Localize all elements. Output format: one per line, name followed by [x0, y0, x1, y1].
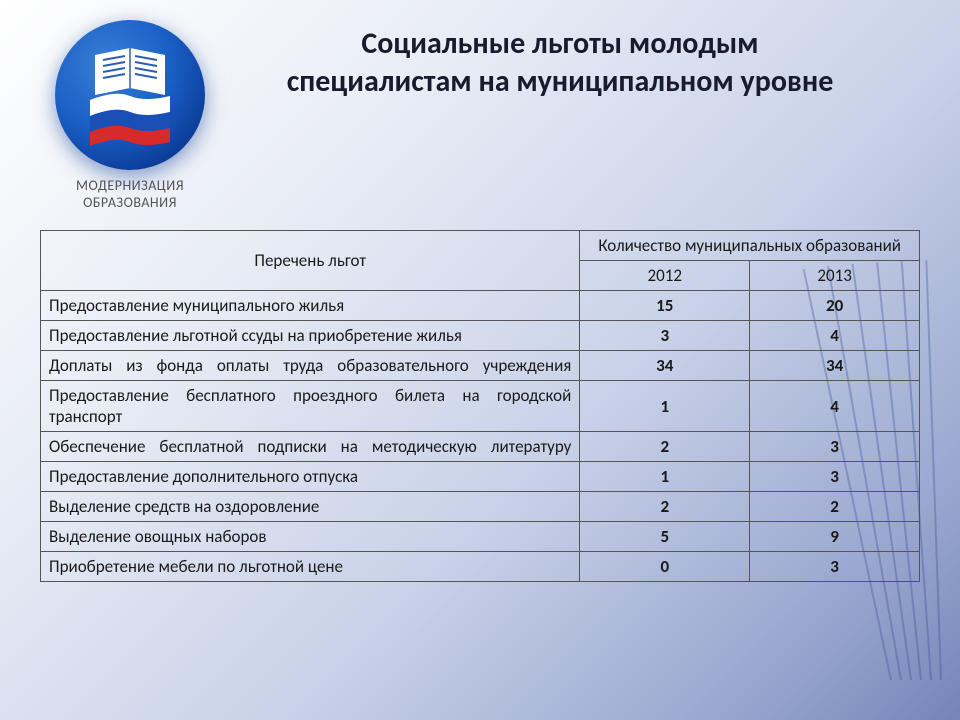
logo-label: МОДЕРНИЗАЦИЯ ОБРАЗОВАНИЯ: [40, 178, 220, 212]
row-value-2012: 1: [580, 381, 750, 432]
row-value-2012: 15: [580, 291, 750, 321]
table-row: Предоставление бесплатного проездного би…: [41, 381, 920, 432]
row-label: Предоставление дополнительного отпуска: [41, 462, 580, 492]
page-title: Социальные льготы молодым специалистам н…: [200, 25, 920, 100]
table-body: Предоставление муниципального жилья1520П…: [41, 291, 920, 582]
header-benefits-list: Перечень льгот: [41, 231, 580, 291]
table-row: Выделение средств на оздоровление22: [41, 492, 920, 522]
row-label: Доплаты из фонда оплаты труда образовате…: [41, 351, 580, 381]
table-row: Доплаты из фонда оплаты труда образовате…: [41, 351, 920, 381]
header-year2: 2013: [750, 261, 920, 291]
logo-circle: [55, 20, 205, 170]
table-row: Предоставление муниципального жилья1520: [41, 291, 920, 321]
row-value-2012: 3: [580, 321, 750, 351]
row-label: Обеспечение бесплатной подписки на метод…: [41, 432, 580, 462]
row-value-2013: 34: [750, 351, 920, 381]
row-value-2012: 2: [580, 432, 750, 462]
table-row: Приобретение мебели по льготной цене03: [41, 552, 920, 582]
page-header: Социальные льготы молодым специалистам н…: [200, 25, 920, 100]
row-value-2013: 2: [750, 492, 920, 522]
title-line1: Социальные льготы молодым: [361, 25, 758, 62]
row-label: Приобретение мебели по льготной цене: [41, 552, 580, 582]
row-value-2013: 3: [750, 462, 920, 492]
row-label: Выделение средств на оздоровление: [41, 492, 580, 522]
row-label: Предоставление льготной ссуды на приобре…: [41, 321, 580, 351]
row-value-2012: 1: [580, 462, 750, 492]
logo-label-line1: МОДЕРНИЗАЦИЯ: [76, 177, 184, 194]
row-value-2013: 3: [750, 432, 920, 462]
book-flag-icon: [75, 40, 185, 150]
benefits-table-wrap: Перечень льгот Количество муниципальных …: [40, 230, 920, 582]
header-year1: 2012: [580, 261, 750, 291]
logo: МОДЕРНИЗАЦИЯ ОБРАЗОВАНИЯ: [40, 20, 220, 212]
table-row: Выделение овощных наборов59: [41, 522, 920, 552]
table-header-row: Перечень льгот Количество муниципальных …: [41, 231, 920, 261]
row-value-2012: 0: [580, 552, 750, 582]
row-value-2013: 9: [750, 522, 920, 552]
row-label: Выделение овощных наборов: [41, 522, 580, 552]
row-value-2013: 4: [750, 321, 920, 351]
row-value-2013: 3: [750, 552, 920, 582]
table-row: Обеспечение бесплатной подписки на метод…: [41, 432, 920, 462]
logo-label-line2: ОБРАЗОВАНИЯ: [83, 194, 177, 211]
row-value-2012: 34: [580, 351, 750, 381]
row-label: Предоставление муниципального жилья: [41, 291, 580, 321]
table-row: Предоставление дополнительного отпуска13: [41, 462, 920, 492]
row-value-2012: 2: [580, 492, 750, 522]
header-count: Количество муниципальных образований: [580, 231, 920, 261]
benefits-table: Перечень льгот Количество муниципальных …: [40, 230, 920, 582]
row-value-2012: 5: [580, 522, 750, 552]
row-value-2013: 20: [750, 291, 920, 321]
title-line2: специалистам на муниципальном уровне: [287, 63, 834, 100]
table-row: Предоставление льготной ссуды на приобре…: [41, 321, 920, 351]
row-label: Предоставление бесплатного проездного би…: [41, 381, 580, 432]
row-value-2013: 4: [750, 381, 920, 432]
